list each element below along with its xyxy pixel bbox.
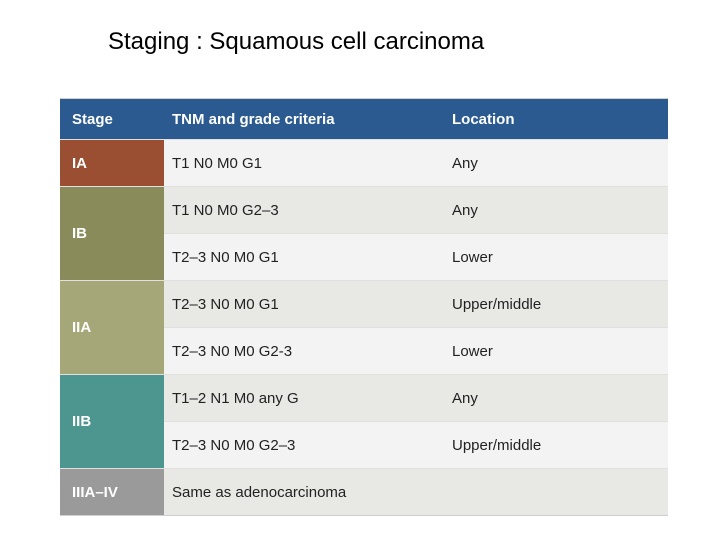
table-row: Same as adenocarcinoma xyxy=(164,468,668,515)
tnm-cell: T2–3 N0 M0 G2–3 xyxy=(164,437,448,454)
location-cell: Any xyxy=(448,390,668,407)
stage-group: IIBT1–2 N1 M0 any GAnyT2–3 N0 M0 G2–3Upp… xyxy=(60,374,668,468)
stage-rows: Same as adenocarcinoma xyxy=(164,468,668,515)
table-row: T1 N0 M0 G2–3Any xyxy=(164,186,668,233)
table-row: T2–3 N0 M0 G1Lower xyxy=(164,233,668,280)
header-stage: Stage xyxy=(60,111,164,128)
table-row: T2–3 N0 M0 G2-3Lower xyxy=(164,327,668,374)
staging-table: Stage TNM and grade criteria Location IA… xyxy=(60,98,668,516)
tnm-cell: T1–2 N1 M0 any G xyxy=(164,390,448,407)
table-row: T2–3 N0 M0 G1Upper/middle xyxy=(164,280,668,327)
location-cell: Lower xyxy=(448,249,668,266)
stage-rows: T2–3 N0 M0 G1Upper/middleT2–3 N0 M0 G2-3… xyxy=(164,280,668,374)
page-title: Staging : Squamous cell carcinoma xyxy=(108,28,484,56)
location-cell: Lower xyxy=(448,343,668,360)
tnm-cell: T1 N0 M0 G2–3 xyxy=(164,202,448,219)
location-cell: Any xyxy=(448,155,668,172)
tnm-cell: T1 N0 M0 G1 xyxy=(164,155,448,172)
location-cell: Upper/middle xyxy=(448,296,668,313)
stage-rows: T1 N0 M0 G2–3AnyT2–3 N0 M0 G1Lower xyxy=(164,186,668,280)
tnm-cell: T2–3 N0 M0 G1 xyxy=(164,296,448,313)
stage-label: IA xyxy=(60,139,164,186)
stage-label: IIB xyxy=(60,374,164,468)
table-body: IAT1 N0 M0 G1AnyIBT1 N0 M0 G2–3AnyT2–3 N… xyxy=(60,139,668,515)
header-tnm: TNM and grade criteria xyxy=(164,111,448,128)
header-location: Location xyxy=(448,111,668,128)
tnm-cell: Same as adenocarcinoma xyxy=(164,484,448,501)
stage-group: IIAT2–3 N0 M0 G1Upper/middleT2–3 N0 M0 G… xyxy=(60,280,668,374)
table-row: T1–2 N1 M0 any GAny xyxy=(164,374,668,421)
stage-label: IIIA–IV xyxy=(60,468,164,515)
stage-group: IIIA–IVSame as adenocarcinoma xyxy=(60,468,668,515)
stage-group: IBT1 N0 M0 G2–3AnyT2–3 N0 M0 G1Lower xyxy=(60,186,668,280)
stage-rows: T1 N0 M0 G1Any xyxy=(164,139,668,186)
table-row: T2–3 N0 M0 G2–3Upper/middle xyxy=(164,421,668,468)
location-cell: Upper/middle xyxy=(448,437,668,454)
table-row: T1 N0 M0 G1Any xyxy=(164,139,668,186)
stage-label: IIA xyxy=(60,280,164,374)
tnm-cell: T2–3 N0 M0 G1 xyxy=(164,249,448,266)
stage-label: IB xyxy=(60,186,164,280)
location-cell: Any xyxy=(448,202,668,219)
stage-rows: T1–2 N1 M0 any GAnyT2–3 N0 M0 G2–3Upper/… xyxy=(164,374,668,468)
table-header-row: Stage TNM and grade criteria Location xyxy=(60,99,668,139)
tnm-cell: T2–3 N0 M0 G2-3 xyxy=(164,343,448,360)
stage-group: IAT1 N0 M0 G1Any xyxy=(60,139,668,186)
